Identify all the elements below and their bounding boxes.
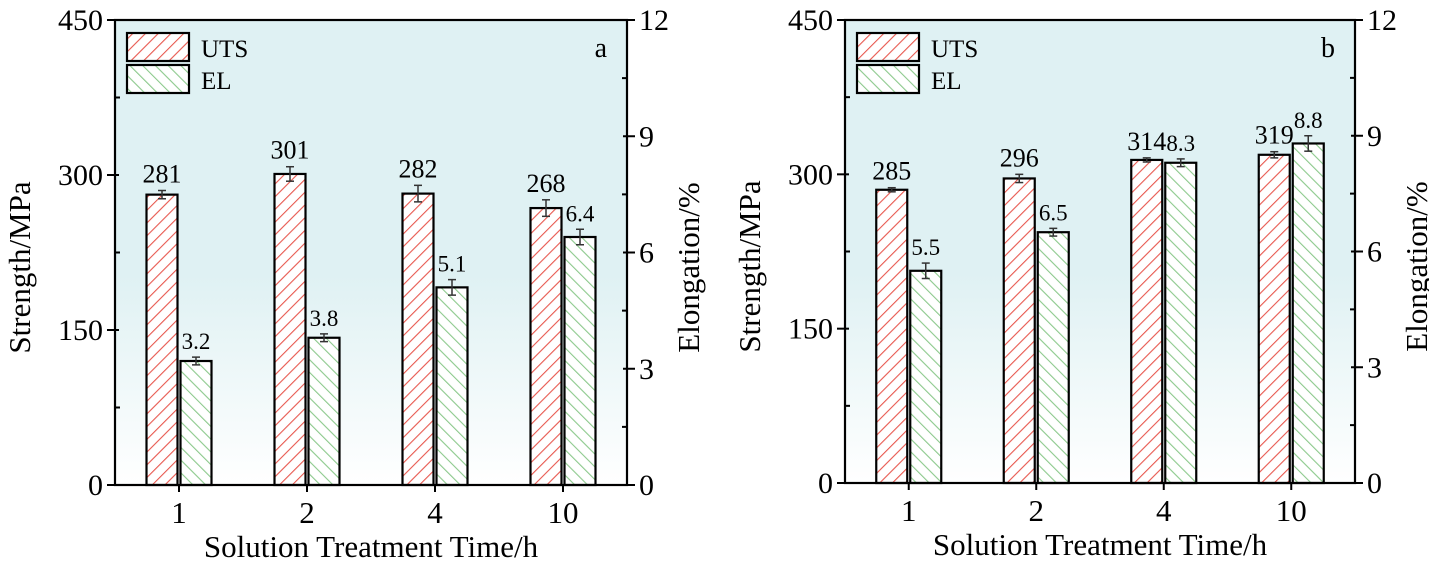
y-tick-label: 300 — [58, 159, 103, 192]
data-label-el: 3.2 — [182, 329, 211, 354]
bar-el — [307, 336, 341, 487]
legend-label-el: EL — [931, 68, 962, 95]
error-bar-el — [1049, 227, 1058, 237]
bar-uts — [875, 188, 909, 485]
error-bar-el — [192, 356, 200, 366]
x-tick-label: 10 — [1276, 493, 1307, 528]
panel-label: b — [1321, 33, 1335, 64]
y-tick-label: 450 — [58, 4, 103, 37]
x-tick-label: 4 — [427, 495, 443, 530]
error-bar-el — [448, 278, 456, 296]
bar-el — [1036, 231, 1070, 485]
data-label-uts: 319 — [1255, 121, 1294, 150]
y-axis-label: Strength/MPa — [2, 181, 37, 353]
x-tick-label: 1 — [901, 493, 917, 528]
bar-el — [1291, 142, 1325, 485]
x-tick-label: 1 — [171, 495, 187, 530]
legend-label-el: EL — [201, 68, 232, 95]
data-label-el: 6.4 — [566, 201, 595, 226]
error-bar-el — [1176, 158, 1185, 168]
legend-swatch-uts — [855, 31, 921, 63]
bar-el — [179, 359, 213, 487]
y2-tick-label: 9 — [1367, 120, 1382, 153]
x-tick-label: 2 — [1029, 493, 1045, 528]
error-bar-uts — [542, 199, 550, 218]
error-bar-el — [576, 228, 584, 246]
y2-tick-label: 9 — [639, 120, 654, 153]
data-label-el: 8.8 — [1294, 108, 1323, 133]
data-label-el: 3.8 — [310, 306, 339, 331]
data-label-uts: 285 — [872, 157, 911, 186]
bar-el — [909, 269, 943, 485]
bar-uts — [529, 206, 563, 487]
bar-uts — [145, 193, 179, 487]
y2-tick-label: 3 — [639, 353, 654, 386]
y2-tick-label: 12 — [1367, 4, 1397, 37]
error-bar-uts — [414, 184, 422, 203]
bar-uts — [1002, 177, 1036, 485]
data-label-el: 5.1 — [438, 252, 467, 277]
x-tick-label: 2 — [299, 495, 315, 530]
error-bar-uts — [887, 186, 896, 193]
data-label-el: 6.5 — [1039, 200, 1068, 225]
x-axis-label: Solution Treatment Time/h — [933, 527, 1268, 562]
y2-tick-label: 3 — [1367, 351, 1382, 384]
bar-uts — [1130, 158, 1164, 485]
error-bar-uts — [1270, 150, 1279, 159]
error-bar-el — [1304, 135, 1313, 152]
error-bar-uts — [1142, 157, 1151, 163]
y2-tick-label: 0 — [639, 469, 654, 502]
y2-axis-label: Elongation/% — [671, 182, 706, 352]
data-label-uts: 268 — [527, 169, 566, 198]
y2-tick-label: 12 — [639, 4, 669, 37]
x-tick-label: 4 — [1156, 493, 1172, 528]
data-label-uts: 301 — [271, 136, 310, 165]
y-tick-label: 0 — [88, 469, 103, 502]
y2-tick-label: 0 — [1367, 467, 1382, 500]
bar-el — [435, 286, 469, 487]
y2-tick-label: 6 — [1367, 236, 1382, 269]
bar-el — [563, 235, 597, 487]
bar-uts — [1257, 153, 1291, 485]
error-bar-uts — [158, 189, 166, 200]
plot-frame — [113, 18, 629, 487]
legend-swatch-el — [125, 63, 191, 95]
y-tick-label: 0 — [818, 467, 833, 500]
bar-uts — [401, 192, 435, 487]
legend-label-uts: UTS — [931, 36, 978, 63]
data-label-uts: 314 — [1127, 127, 1166, 156]
data-label-uts: 281 — [143, 160, 182, 189]
y-tick-label: 300 — [788, 158, 833, 191]
chart-panel-b: 0 150 300 450 0 3 6 9 12 1 285 5.5 2 296 6.5 4 314 8.3 10 3… — [732, 4, 1429, 562]
y-tick-label: 450 — [788, 4, 833, 37]
error-bar-uts — [286, 165, 294, 182]
data-label-el: 5.5 — [911, 235, 940, 260]
error-bar-el — [320, 333, 328, 343]
y-tick-label: 150 — [788, 313, 833, 346]
data-label-el: 8.3 — [1166, 131, 1195, 156]
bar-el — [1164, 161, 1198, 485]
x-tick-label: 10 — [548, 495, 579, 530]
legend-label-uts: UTS — [201, 36, 248, 63]
legend-swatch-el — [855, 63, 921, 95]
y-tick-label: 150 — [58, 314, 103, 347]
chart-panel-a: 0 150 300 450 0 3 6 9 12 1 281 3.2 2 301 3.8 4 282 5.1 10 2… — [2, 4, 706, 564]
error-bar-uts — [1015, 173, 1024, 184]
x-axis-label: Solution Treatment Time/h — [204, 529, 539, 564]
plot-frame — [843, 18, 1357, 485]
y2-tick-label: 6 — [639, 237, 654, 270]
y2-axis-label: Elongation/% — [1399, 181, 1429, 351]
data-label-uts: 282 — [399, 154, 438, 183]
panel-label: a — [595, 33, 608, 64]
y-axis-label: Strength/MPa — [732, 180, 767, 352]
data-label-uts: 296 — [1000, 143, 1039, 172]
legend-swatch-uts — [125, 31, 191, 63]
bar-uts — [273, 172, 307, 487]
error-bar-el — [921, 262, 930, 280]
